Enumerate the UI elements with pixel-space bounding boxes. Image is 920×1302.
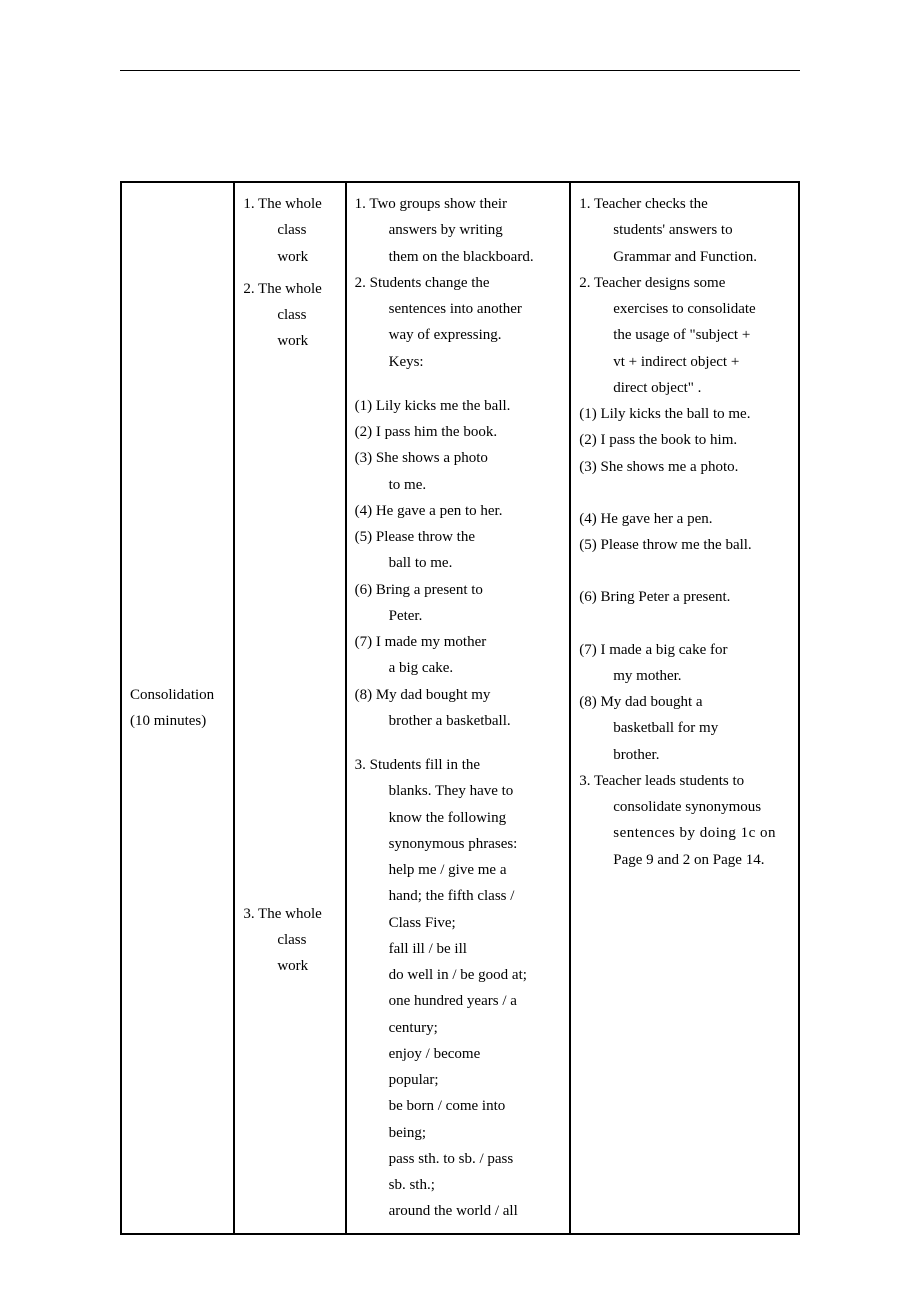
stu-key: (6) Bring a present to [355, 577, 564, 603]
tea-line: direct object" . [579, 375, 792, 401]
tea-line: Grammar and Function. [579, 244, 792, 270]
stage-duration: (10 minutes) [130, 708, 227, 734]
stu-line: enjoy / become [355, 1041, 564, 1067]
stu-line: Class Five; [355, 910, 564, 936]
tea-key: (4) He gave her a pen. [579, 506, 792, 532]
tea-line: the usage of "subject + [579, 322, 792, 348]
work-item: 1. The whole [243, 191, 338, 217]
stu-line: 3. Students fill in the [355, 752, 564, 778]
stu-line: answers by writing [355, 217, 564, 243]
page: Consolidation (10 minutes) 1. The whole … [0, 0, 920, 1295]
stu-line: do well in / be good at; [355, 962, 564, 988]
tea-key: (7) I made a big cake for [579, 637, 792, 663]
stu-key: to me. [355, 472, 564, 498]
stu-line: pass sth. to sb. / pass [355, 1146, 564, 1172]
stu-line: sb. sth.; [355, 1172, 564, 1198]
tea-line: 3. Teacher leads students to [579, 768, 792, 794]
stu-line: synonymous phrases: [355, 831, 564, 857]
stu-key: Peter. [355, 603, 564, 629]
stu-line: fall ill / be ill [355, 936, 564, 962]
tea-line: consolidate synonymous [579, 794, 792, 820]
teacher-activity-cell: 1. Teacher checks the students' answers … [570, 182, 799, 1234]
tea-line: exercises to consolidate [579, 296, 792, 322]
stu-line: way of expressing. [355, 322, 564, 348]
stu-key: (1) Lily kicks me the ball. [355, 393, 564, 419]
stu-line: 1. Two groups show their [355, 191, 564, 217]
stu-line: Keys: [355, 349, 564, 375]
stage-cell: Consolidation (10 minutes) [121, 182, 234, 1234]
student-activity-cell: 1. Two groups show their answers by writ… [346, 182, 571, 1234]
tea-line: students' answers to [579, 217, 792, 243]
stu-line: 2. Students change the [355, 270, 564, 296]
stu-line: around the world / all [355, 1198, 564, 1224]
tea-line: Page 9 and 2 on Page 14. [579, 847, 792, 873]
tea-key: (8) My dad bought a [579, 689, 792, 715]
work-item-cont: class work [243, 217, 338, 270]
stu-line: century; [355, 1015, 564, 1041]
stu-line: help me / give me a [355, 857, 564, 883]
tea-line: 1. Teacher checks the [579, 191, 792, 217]
tea-key: basketball for my [579, 715, 792, 741]
stu-line: know the following [355, 805, 564, 831]
tea-line: sentences by doing 1c on [579, 820, 792, 846]
stu-line: blanks. They have to [355, 778, 564, 804]
stu-key: (8) My dad bought my [355, 682, 564, 708]
work-item-cont: class work [243, 927, 338, 980]
stu-line: one hundred years / a [355, 988, 564, 1014]
work-item: 2. The whole [243, 276, 338, 302]
tea-key: (2) I pass the book to him. [579, 427, 792, 453]
stu-key: a big cake. [355, 655, 564, 681]
stu-line: being; [355, 1120, 564, 1146]
tea-line: vt + indirect object + [579, 349, 792, 375]
work-item-cont: class work [243, 302, 338, 355]
work-item: 3. The whole [243, 901, 338, 927]
stu-line: sentences into another [355, 296, 564, 322]
stu-key: (2) I pass him the book. [355, 419, 564, 445]
stu-key: ball to me. [355, 550, 564, 576]
stu-key: (3) She shows a photo [355, 445, 564, 471]
stu-key: brother a basketball. [355, 708, 564, 734]
tea-key: (5) Please throw me the ball. [579, 532, 792, 558]
stu-key: (7) I made my mother [355, 629, 564, 655]
tea-key: (1) Lily kicks the ball to me. [579, 401, 792, 427]
header-rule [120, 70, 800, 71]
tea-key: my mother. [579, 663, 792, 689]
tea-key: (3) She shows me a photo. [579, 454, 792, 480]
tea-key: (6) Bring Peter a present. [579, 584, 792, 610]
stu-line: be born / come into [355, 1093, 564, 1119]
tea-key: brother. [579, 742, 792, 768]
stu-line: them on the blackboard. [355, 244, 564, 270]
stu-key: (5) Please throw the [355, 524, 564, 550]
stu-line: hand; the fifth class / [355, 883, 564, 909]
table-row: Consolidation (10 minutes) 1. The whole … [121, 182, 799, 1234]
lesson-plan-table: Consolidation (10 minutes) 1. The whole … [120, 181, 800, 1235]
stu-key: (4) He gave a pen to her. [355, 498, 564, 524]
tea-line: 2. Teacher designs some [579, 270, 792, 296]
stu-line: popular; [355, 1067, 564, 1093]
stage-name: Consolidation [130, 682, 227, 708]
class-work-cell: 1. The whole class work 2. The whole cla… [234, 182, 345, 1234]
